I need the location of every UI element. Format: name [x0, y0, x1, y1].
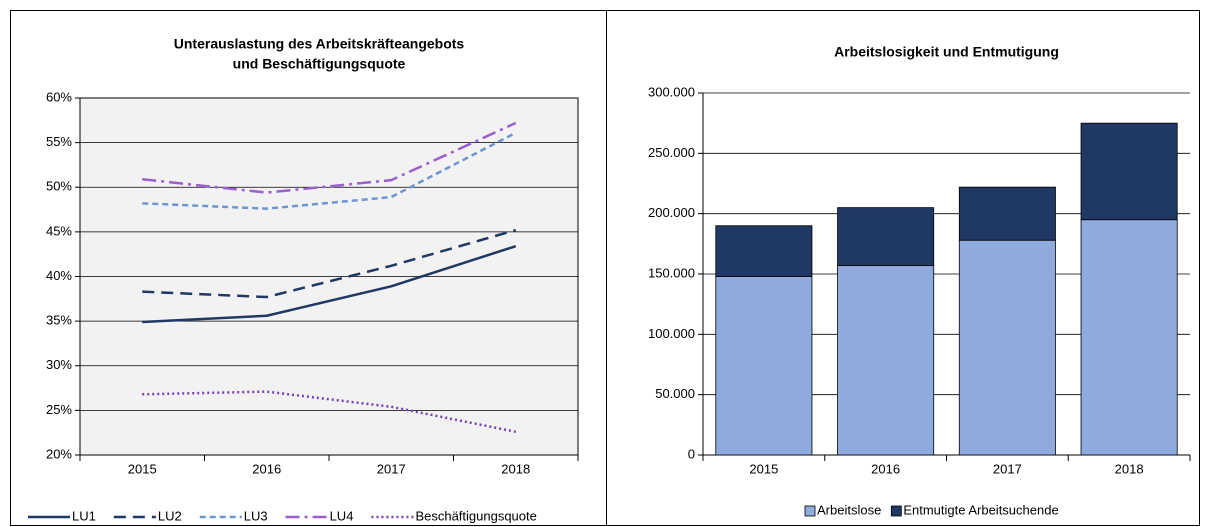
- y-tick-label: 45%: [46, 223, 72, 238]
- legend-swatch: [890, 505, 902, 517]
- right-panel: [606, 10, 1200, 526]
- y-tick-label: 300.000: [648, 84, 695, 99]
- y-tick-label: 60%: [46, 89, 72, 104]
- y-tick-label: 200.000: [648, 205, 695, 220]
- bar-segment: [1080, 122, 1178, 221]
- y-tick-label: 0: [688, 446, 695, 461]
- y-tick-label: 30%: [46, 357, 72, 372]
- y-tick-label: 100.000: [648, 326, 695, 341]
- line: [142, 131, 517, 210]
- x-tick-label: 2016: [252, 461, 281, 476]
- y-tick-label: 25%: [46, 402, 72, 417]
- legend-label: Arbeitslose: [817, 502, 881, 517]
- legend-swatch: [804, 505, 816, 517]
- line: [142, 244, 517, 324]
- bar-segment: [715, 276, 813, 456]
- y-tick-label: 50%: [46, 179, 72, 194]
- y-tick-label: 50.000: [655, 386, 695, 401]
- line: [142, 121, 517, 194]
- legend-label: LU3: [244, 508, 268, 523]
- line: [142, 228, 517, 299]
- chart-title: und Beschäftigungsquote: [233, 56, 406, 72]
- y-tick-label: 20%: [46, 446, 72, 461]
- y-tick-label: 55%: [46, 134, 72, 149]
- bar-segment: [958, 186, 1056, 241]
- legend-label: LU2: [158, 508, 182, 523]
- chart-title: Unterauslastung des Arbeitskräfteangebot…: [174, 36, 465, 52]
- bar-segment: [1080, 219, 1178, 456]
- x-tick-label: 2018: [501, 461, 530, 476]
- y-tick-label: 35%: [46, 313, 72, 328]
- bar-segment: [715, 225, 813, 277]
- legend-label: LU1: [72, 508, 96, 523]
- x-tick-label: 2017: [993, 461, 1022, 476]
- x-tick-label: 2016: [871, 461, 900, 476]
- x-tick-label: 2015: [749, 461, 778, 476]
- x-tick-label: 2017: [377, 461, 406, 476]
- bar-segment: [837, 265, 935, 456]
- legend-label: Beschäftigungsquote: [415, 508, 536, 523]
- chart-title: Arbeitslosigkeit und Entmutigung: [834, 44, 1059, 60]
- bar-segment: [958, 239, 1056, 456]
- bar-segment: [837, 207, 935, 266]
- legend-label: Entmutigte Arbeitsuchende: [903, 502, 1058, 517]
- legend-label: LU4: [330, 508, 354, 523]
- x-tick-label: 2015: [128, 461, 157, 476]
- x-tick-label: 2018: [1115, 461, 1144, 476]
- y-tick-label: 40%: [46, 268, 72, 283]
- y-tick-label: 250.000: [648, 145, 695, 160]
- y-tick-label: 150.000: [648, 265, 695, 280]
